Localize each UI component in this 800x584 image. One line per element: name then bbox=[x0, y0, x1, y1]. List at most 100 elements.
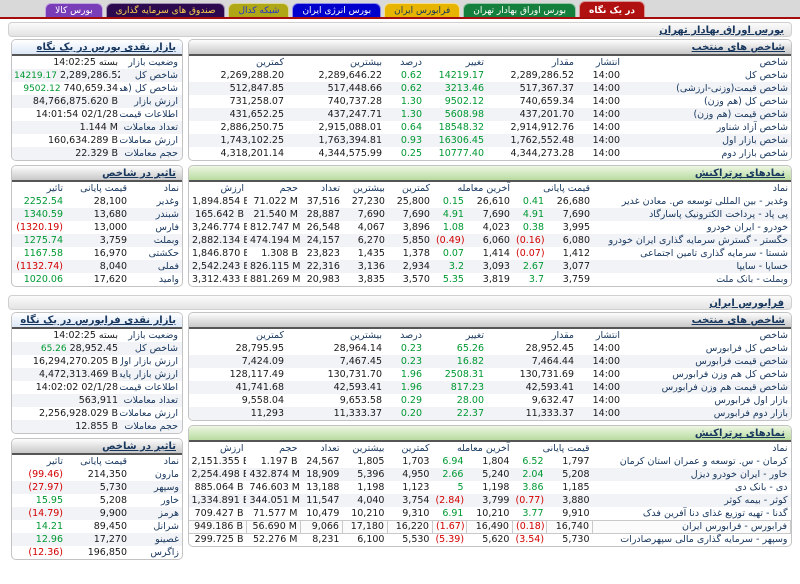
index-name[interactable]: شاخص کل (هم وزن) bbox=[703, 96, 788, 107]
impact-row[interactable]: هرمز 9,900 (14.79) bbox=[12, 507, 182, 520]
active-symbol-row[interactable]: کوثر - بیمه کوثر 3,880 (0.77) 3,799 (2.8… bbox=[189, 494, 791, 507]
impact-symbol[interactable]: وامید bbox=[158, 274, 179, 285]
tse-glance-title[interactable]: بازار نقدی بورس در یک نگاه bbox=[12, 40, 182, 56]
tab-farabourse-iran[interactable]: فرابورس ایران bbox=[384, 3, 461, 17]
index-row[interactable]: شاخص کل فرابورس 14:00 28,952.45 65.26 0.… bbox=[189, 342, 791, 355]
impact-symbol[interactable]: وغدیر bbox=[156, 196, 179, 207]
index-row[interactable]: شاخص بازار اول 14:00 1,762,552.48 16306.… bbox=[189, 134, 791, 147]
index-name[interactable]: شاخص کل bbox=[744, 70, 788, 81]
tse-section-title[interactable]: بورس اوراق بهادار تهران bbox=[8, 22, 792, 37]
symbol-name[interactable]: پی پاد - پرداخت الکترونیک پاسارگاد bbox=[649, 209, 788, 220]
impact-row[interactable]: فارس 13,000 (1320.19) bbox=[12, 221, 182, 234]
symbol-name[interactable]: کرمان - س. توسعه و عمران استان کرمان bbox=[619, 456, 788, 467]
impact-symbol[interactable]: زاگرس bbox=[150, 547, 179, 558]
active-symbol-row[interactable]: دی - بانک دی 1,185 3.86 1,198 5 1,123 1,… bbox=[189, 481, 791, 494]
impact-symbol[interactable]: شرانل bbox=[153, 521, 179, 532]
tab-commodity-exchange[interactable]: بورس کالا bbox=[45, 3, 103, 17]
impact-row[interactable]: مارون 214,350 (99.46) bbox=[12, 468, 182, 481]
symbol-name[interactable]: فرابورس - فرابورس ایران bbox=[592, 519, 791, 534]
impact-row[interactable]: خاور 5,208 15.95 bbox=[12, 494, 182, 507]
index-row[interactable]: شاخص کل هم وزن فرابورس 14:00 130,731.69 … bbox=[189, 368, 791, 381]
symbol-name[interactable]: خساپا - سایپا bbox=[736, 261, 788, 272]
active-symbol-row[interactable]: خگستر - گسترش سرمایه گذاری ایران خودرو 6… bbox=[189, 234, 791, 247]
ifb-active-symbols-title[interactable]: نمادهای پرتراکنش bbox=[189, 426, 791, 442]
symbol-name[interactable]: خاور - ایران خودرو دیزل bbox=[690, 469, 788, 480]
impact-symbol[interactable]: خاور bbox=[161, 495, 179, 506]
index-name[interactable]: شاخص بازار اول bbox=[722, 135, 788, 146]
symbol-name[interactable]: گدنا - تهیه توزیع غذای دنا آفرین فدک bbox=[642, 507, 788, 519]
impact-row[interactable]: شرانل 89,450 14.21 bbox=[12, 520, 182, 533]
impact-row[interactable]: حکشتی 16,970 1167.58 bbox=[12, 247, 182, 260]
index-name[interactable]: بازار دوم فرابورس bbox=[713, 408, 788, 419]
index-row[interactable]: شاخص قیمت فرابورس 14:00 7,464.44 16.82 0… bbox=[189, 355, 791, 368]
index-row[interactable]: بازار دوم فرابورس 14:00 11,333.37 22.37 … bbox=[189, 407, 791, 420]
impact-symbol[interactable]: فارس bbox=[155, 222, 179, 233]
index-row[interactable]: شاخص قیمت هم وزن فرابورس 14:00 42,593.41… bbox=[189, 381, 791, 394]
impact-symbol[interactable]: غصینو bbox=[155, 534, 179, 545]
index-row[interactable]: شاخص آزاد شناور 14:00 2,914,912.76 18548… bbox=[189, 121, 791, 134]
index-name[interactable]: شاخص قیمت (هم وزن) bbox=[693, 109, 788, 120]
symbol-name[interactable]: خگستر - گسترش سرمایه گذاری ایران خودرو bbox=[608, 235, 788, 246]
index-name[interactable]: بازار اول فرابورس bbox=[714, 395, 788, 406]
impact-symbol[interactable]: فملی bbox=[157, 261, 179, 272]
ifb-impact-title[interactable]: تاثیر در شاخص bbox=[12, 439, 182, 455]
tse-indices-title[interactable]: شاخص های منتخب bbox=[189, 40, 791, 56]
active-symbol-row[interactable]: وغدیر - بین المللی توسعه ص. معادن غدیر 2… bbox=[189, 195, 791, 208]
index-name[interactable]: شاخص قیمت هم وزن فرابورس bbox=[661, 382, 788, 393]
index-name[interactable]: شاخص کل هم وزن فرابورس bbox=[672, 369, 788, 380]
active-symbol-row[interactable]: گدنا - تهیه توزیع غذای دنا آفرین فدک 9,9… bbox=[189, 507, 791, 520]
tab-iran-energy-exchange[interactable]: بورس انرژی ایران bbox=[292, 3, 382, 17]
tab-at-a-glance[interactable]: در یک نگاه bbox=[579, 1, 645, 17]
symbol-name[interactable]: وغدیر - بین المللی توسعه ص. معادن غدیر bbox=[621, 196, 788, 207]
index-row[interactable]: شاخص قیمت (هم وزن) 14:00 437,201.70 5608… bbox=[189, 108, 791, 121]
impact-row[interactable]: وامید 17,620 1020.06 bbox=[12, 273, 182, 286]
impact-symbol[interactable]: شبندر bbox=[155, 209, 179, 220]
impact-row[interactable]: زاگرس 196,850 (12.36) bbox=[12, 546, 182, 559]
index-name[interactable]: شاخص بازار دوم bbox=[721, 148, 788, 159]
symbol-name[interactable]: خودرو - ایران خودرو bbox=[706, 222, 788, 233]
index-row[interactable]: بازار اول فرابورس 14:00 9,632.47 28.00 0… bbox=[189, 394, 791, 407]
active-symbol-row[interactable]: فرابورس - فرابورس ایران 16,740 (0.18) 16… bbox=[189, 519, 791, 534]
tab-tehran-stock-exchange[interactable]: بورس اوراق بهادار تهران bbox=[463, 3, 577, 17]
index-row[interactable]: شاخص قیمت(وزنی-ارزشی) 14:00 517,367.37 3… bbox=[189, 82, 791, 95]
index-name[interactable]: شاخص قیمت(وزنی-ارزشی) bbox=[676, 83, 788, 94]
active-symbol-row[interactable]: پی پاد - پرداخت الکترونیک پاسارگاد 7,690… bbox=[189, 208, 791, 221]
impact-row[interactable]: شبندر 13,680 1340.59 bbox=[12, 208, 182, 221]
ifb-indices-title[interactable]: شاخص های منتخب bbox=[189, 313, 791, 329]
index-row[interactable]: شاخص کل 14:00 2,289,286.52 14219.17 0.62… bbox=[189, 69, 791, 82]
tab-codal-network[interactable]: شبکه کدال bbox=[228, 3, 290, 17]
tab-investment-funds[interactable]: صندوق های سرمایه گذاری bbox=[105, 3, 226, 17]
impact-symbol[interactable]: هرمز bbox=[158, 508, 179, 519]
ifb-glance-title[interactable]: بازار نقدی فرابورس در یک نگاه bbox=[12, 313, 182, 329]
index-publish-time: 14:00 bbox=[592, 343, 620, 354]
impact-symbol[interactable]: حکشتی bbox=[148, 248, 179, 259]
tse-active-symbols-title[interactable]: نمادهای پرتراکنش bbox=[189, 166, 791, 182]
active-symbol-row[interactable]: شستا - سرمایه گذاری تامین اجتماعی 1,412 … bbox=[189, 247, 791, 260]
symbol-name[interactable]: وسپهر - سرمایه گذاری مالی سپهرصادرات bbox=[620, 534, 788, 546]
index-row[interactable]: شاخص کل (هم وزن) 14:00 740,659.34 9502.1… bbox=[189, 95, 791, 108]
symbol-name[interactable]: کوثر - بیمه کوثر bbox=[724, 495, 788, 506]
active-symbol-row[interactable]: خساپا - سایپا 3,077 2.67 3,093 3.2 2,934… bbox=[189, 260, 791, 273]
index-name[interactable]: شاخص قیمت فرابورس bbox=[695, 356, 788, 367]
impact-row[interactable]: وسپهر 5,730 (27.97) bbox=[12, 481, 182, 494]
index-name[interactable]: شاخص آزاد شناور bbox=[716, 122, 788, 133]
symbol-name[interactable]: وبملت - بانک ملت bbox=[716, 274, 788, 285]
impact-row[interactable]: وبملت 3,759 1275.74 bbox=[12, 234, 182, 247]
tse-impact-title[interactable]: تاثیر در شاخص bbox=[12, 166, 182, 182]
ifb-section-title[interactable]: فرابورس ایران bbox=[8, 295, 792, 310]
index-row[interactable]: شاخص بازار دوم 14:00 4,344,273.28 10777.… bbox=[189, 147, 791, 160]
active-symbol-row[interactable]: وسپهر - سرمایه گذاری مالی سپهرصادرات 5,7… bbox=[189, 533, 791, 546]
active-symbol-row[interactable]: خاور - ایران خودرو دیزل 5,208 2.04 5,240… bbox=[189, 468, 791, 481]
impact-row[interactable]: وغدیر 28,100 2252.54 bbox=[12, 195, 182, 208]
impact-symbol[interactable]: وسپهر bbox=[153, 482, 179, 493]
symbol-name[interactable]: دی - بانک دی bbox=[734, 482, 788, 493]
active-symbol-row[interactable]: وبملت - بانک ملت 3,759 3.7 3,819 5.35 3,… bbox=[189, 273, 791, 286]
impact-symbol[interactable]: مارون bbox=[154, 469, 179, 480]
symbol-name[interactable]: شستا - سرمایه گذاری تامین اجتماعی bbox=[640, 248, 788, 259]
impact-row[interactable]: فملی 8,040 (1132.74) bbox=[12, 260, 182, 273]
active-symbol-row[interactable]: کرمان - س. توسعه و عمران استان کرمان 1,7… bbox=[189, 455, 791, 468]
impact-row[interactable]: غصینو 17,270 12.96 bbox=[12, 533, 182, 546]
active-symbol-row[interactable]: خودرو - ایران خودرو 3,995 0.38 4,023 1.0… bbox=[189, 221, 791, 234]
impact-symbol[interactable]: وبملت bbox=[153, 235, 179, 246]
index-name[interactable]: شاخص کل فرابورس bbox=[705, 343, 788, 354]
